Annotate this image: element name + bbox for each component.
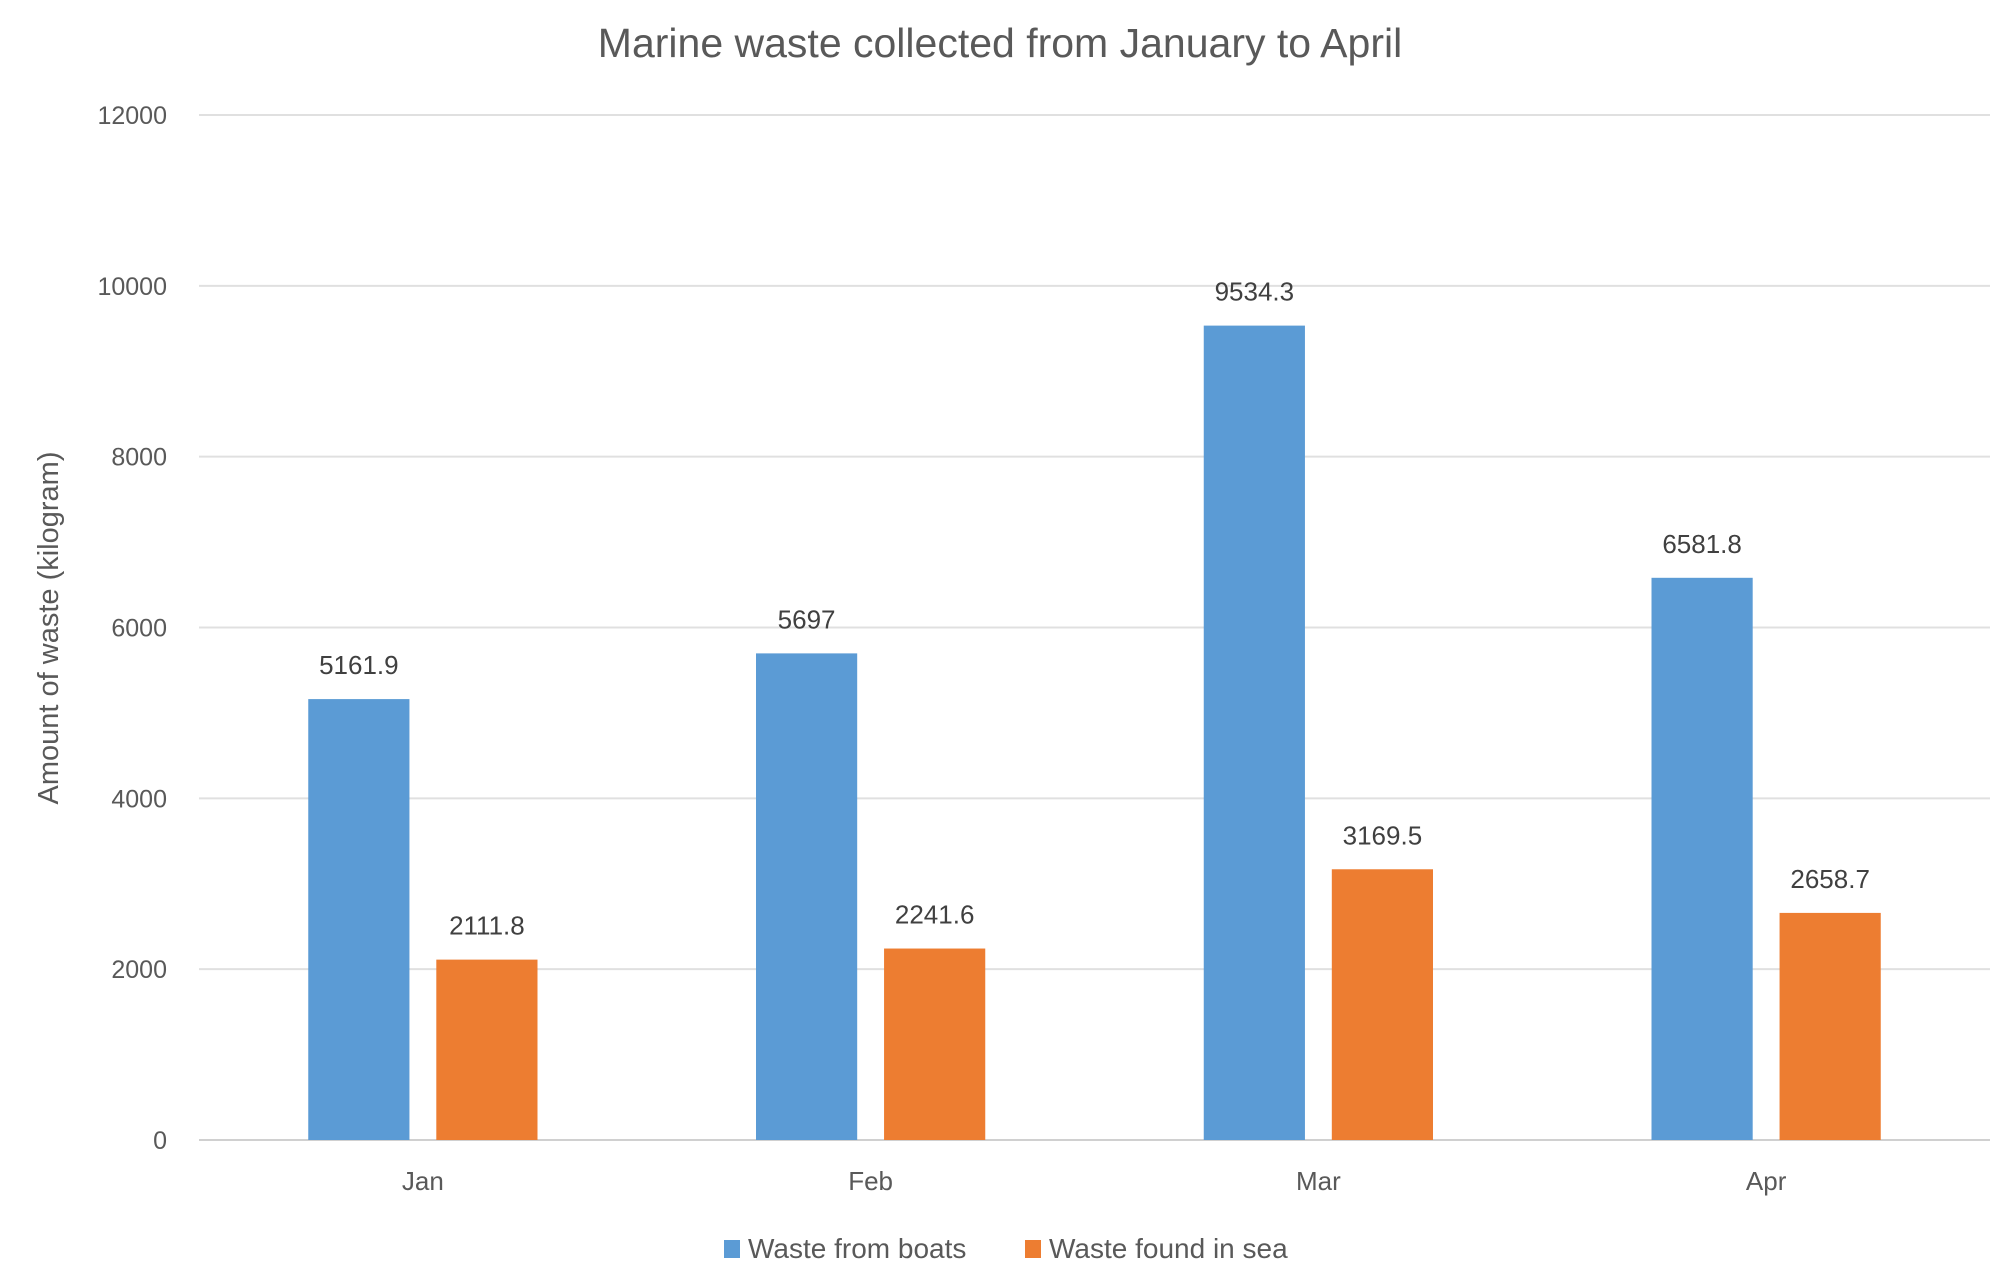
bar-boats-apr — [1651, 577, 1753, 1140]
data-label: 3169.5 — [1343, 820, 1423, 850]
y-tick-label: 8000 — [111, 444, 167, 472]
data-label: 2658.7 — [1790, 864, 1870, 894]
data-label: 5697 — [778, 604, 836, 634]
y-tick-label: 4000 — [111, 785, 167, 813]
x-tick-label: Jan — [402, 1166, 444, 1196]
legend-label-boats: Waste from boats — [748, 1233, 966, 1264]
y-tick-label: 10000 — [97, 273, 167, 301]
bar-boats-feb — [756, 653, 858, 1140]
x-tick-label: Mar — [1296, 1166, 1341, 1196]
bar-sea-mar — [1331, 869, 1433, 1140]
x-tick-label: Feb — [848, 1166, 893, 1196]
data-label: 9534.3 — [1215, 277, 1295, 307]
data-label: 5161.9 — [319, 650, 399, 680]
bar-sea-apr — [1779, 912, 1881, 1140]
data-label: 2111.8 — [449, 911, 525, 941]
y-tick-label: 6000 — [111, 615, 167, 643]
y-axis-label: Amount of waste (kilogram) — [33, 452, 65, 805]
bar-sea-jan — [436, 959, 538, 1140]
y-tick-label: 0 — [153, 1127, 167, 1155]
bar-boats-jan — [308, 699, 410, 1140]
bar-sea-feb — [884, 948, 986, 1140]
chart-title: Marine waste collected from January to A… — [598, 20, 1402, 66]
legend: Waste from boats Waste found in sea — [724, 1233, 1288, 1264]
legend-swatch-boats — [724, 1240, 740, 1258]
data-label: 6581.8 — [1662, 529, 1742, 559]
legend-swatch-sea — [1025, 1240, 1041, 1258]
data-label: 2241.6 — [895, 900, 975, 930]
bar-boats-mar — [1203, 325, 1305, 1140]
legend-label-sea: Waste found in sea — [1049, 1233, 1288, 1264]
x-tick-label: Apr — [1746, 1166, 1787, 1196]
y-tick-label: 12000 — [97, 102, 167, 130]
y-tick-label: 2000 — [111, 956, 167, 984]
